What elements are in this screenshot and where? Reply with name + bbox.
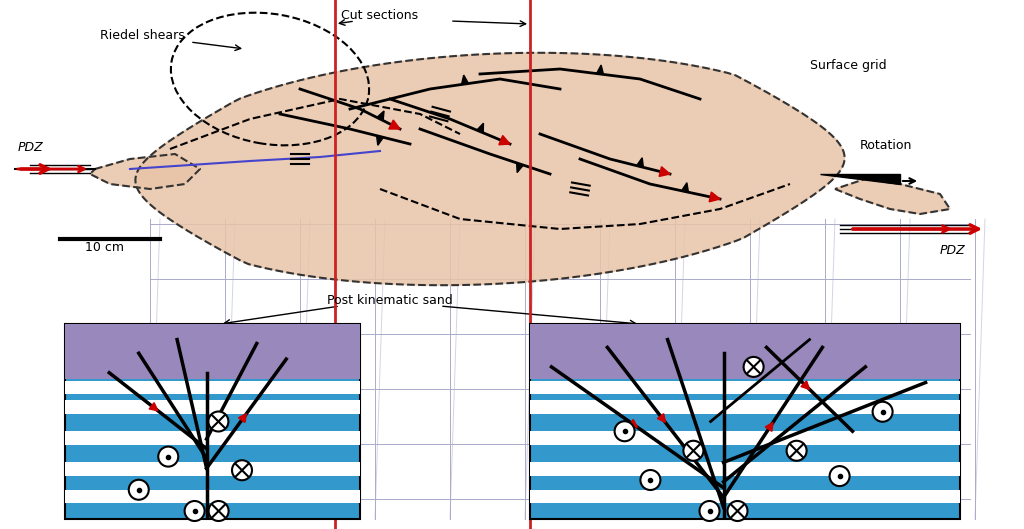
Circle shape (743, 357, 764, 377)
Circle shape (872, 402, 893, 422)
Polygon shape (499, 135, 510, 145)
Circle shape (209, 412, 228, 432)
Bar (65, 490, 360, 504)
Bar (65, 431, 360, 445)
Text: Surface grid: Surface grid (810, 59, 887, 72)
Text: PDZ: PDZ (940, 244, 966, 257)
Polygon shape (801, 381, 810, 389)
Circle shape (640, 470, 660, 490)
Bar (65, 380, 360, 394)
Circle shape (184, 501, 205, 521)
Text: Post kinematic sand: Post kinematic sand (327, 294, 453, 307)
Polygon shape (710, 192, 720, 202)
Bar (65, 324, 360, 519)
Bar (530, 324, 961, 379)
Circle shape (129, 480, 148, 500)
Polygon shape (135, 53, 845, 285)
Polygon shape (462, 75, 468, 85)
Polygon shape (517, 163, 523, 172)
Polygon shape (477, 123, 483, 133)
Text: Cut sections: Cut sections (341, 9, 419, 22)
Polygon shape (659, 167, 670, 177)
Circle shape (727, 501, 748, 521)
Bar (530, 490, 961, 504)
Bar (65, 462, 360, 476)
Circle shape (159, 446, 178, 467)
Bar (530, 431, 961, 445)
Polygon shape (765, 423, 773, 431)
Polygon shape (637, 158, 643, 167)
Polygon shape (629, 419, 638, 427)
Bar (65, 400, 360, 414)
Polygon shape (682, 183, 688, 192)
Circle shape (829, 466, 850, 486)
Bar (530, 324, 961, 519)
Text: Rotation: Rotation (860, 139, 912, 152)
Circle shape (786, 441, 807, 461)
Bar (65, 324, 360, 379)
Circle shape (699, 501, 720, 521)
Text: Riedel shears: Riedel shears (100, 29, 184, 42)
Text: PDZ: PDZ (18, 141, 44, 154)
Circle shape (209, 501, 228, 521)
Text: 10 cm: 10 cm (85, 241, 124, 254)
Polygon shape (835, 179, 950, 214)
Circle shape (232, 460, 252, 480)
Bar (530, 380, 961, 394)
Polygon shape (657, 414, 666, 423)
Polygon shape (389, 120, 400, 129)
Circle shape (683, 441, 703, 461)
Polygon shape (597, 65, 603, 75)
Polygon shape (377, 135, 383, 145)
Polygon shape (377, 111, 384, 121)
Polygon shape (150, 403, 158, 411)
Polygon shape (820, 174, 900, 184)
Bar (530, 462, 961, 476)
Polygon shape (90, 154, 200, 189)
Bar (530, 400, 961, 414)
Circle shape (614, 421, 635, 441)
Polygon shape (239, 414, 247, 423)
